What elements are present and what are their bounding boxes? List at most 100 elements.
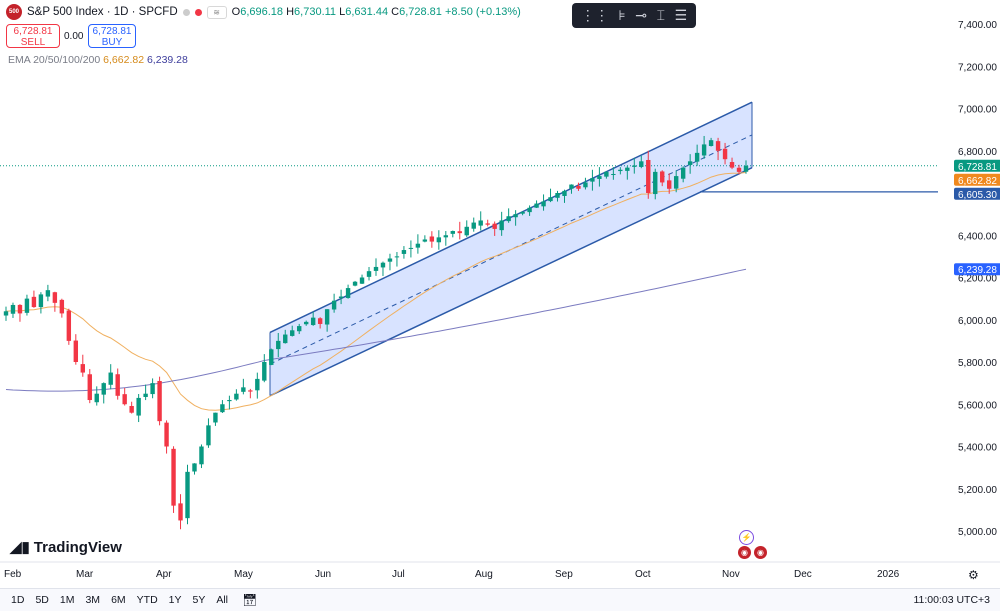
time-tick-label: Jun [315, 569, 331, 580]
candle [513, 210, 518, 226]
ema-lines [5, 172, 747, 411]
candle [715, 137, 721, 161]
timeframe-ytd[interactable]: YTD [136, 594, 158, 606]
candle [269, 348, 274, 366]
line-tool-icon[interactable]: ⊸ [635, 7, 648, 23]
timeframe-all[interactable]: All [216, 594, 229, 606]
ema-fast-line [5, 172, 747, 411]
candle [694, 144, 700, 166]
time-tick-label: Apr [156, 569, 172, 580]
candle [101, 382, 106, 404]
candle [464, 220, 469, 237]
candle [345, 284, 351, 299]
candle [213, 412, 218, 426]
candle [45, 284, 51, 302]
candle [164, 420, 169, 454]
timeframe-5d[interactable]: 5D [35, 594, 49, 606]
price-axis[interactable]: 7,400.007,200.007,000.006,800.006,600.00… [954, 20, 1000, 538]
candle [653, 168, 658, 200]
measure-icon[interactable]: ⌶ [656, 7, 666, 23]
time-tick-label: Feb [4, 569, 22, 580]
candle [297, 323, 302, 335]
candle [352, 280, 358, 287]
timeframe-1m[interactable]: 1M [59, 594, 75, 606]
clock[interactable]: 11:00:03 UTC+3 [913, 594, 990, 606]
candle [185, 464, 190, 525]
candle [415, 234, 421, 254]
symbol-title[interactable]: S&P 500 Index · 1D · SPCFD [27, 6, 178, 18]
candle [227, 395, 232, 410]
candle [701, 135, 707, 159]
candle [520, 211, 525, 216]
candle [31, 290, 37, 308]
candle [708, 137, 714, 147]
timeframe-5y[interactable]: 5Y [192, 594, 206, 606]
candle [632, 158, 637, 174]
price-tick-label: 6,800.00 [958, 147, 997, 158]
event-bolt-icon[interactable]: ⚡ [739, 530, 754, 545]
timeframe-3m[interactable]: 3M [85, 594, 101, 606]
timeframe-6m[interactable]: 6M [111, 594, 126, 606]
candle [220, 400, 225, 414]
regression-channel[interactable] [269, 101, 938, 397]
candle [94, 386, 99, 406]
candle [443, 231, 449, 246]
status-dot-icon [182, 8, 190, 16]
timeframe-1y[interactable]: 1Y [168, 594, 182, 606]
candle [450, 230, 455, 238]
candle [660, 170, 665, 187]
candle [380, 261, 386, 276]
buy-button[interactable]: 6,728.81 BUY [88, 24, 136, 48]
candle [331, 293, 337, 313]
sell-button[interactable]: 6,728.81 SELL [6, 24, 60, 48]
time-tick-label: May [234, 569, 253, 580]
candle [234, 389, 239, 401]
candle [722, 142, 728, 165]
fib-tool-icon[interactable]: ⊧ [618, 7, 626, 23]
time-axis[interactable]: Feb Mar Apr May Jun Jul Aug Sep Oct Nov Dec 2026 [4, 569, 900, 580]
ohlc-values: O6,696.18 H6,730.11 L6,631.44 C6,728.81 … [231, 6, 521, 18]
price-tick-label: 5,000.00 [958, 527, 997, 538]
candle [436, 230, 442, 250]
candle [310, 311, 316, 326]
price-label: 6,239.28 [954, 263, 1000, 276]
price-tick-label: 7,400.00 [958, 20, 997, 31]
price-tick-label: 5,200.00 [958, 485, 997, 496]
event-flag-icon[interactable]: ◉ [738, 546, 751, 559]
price-tick-label: 6,000.00 [958, 316, 997, 327]
price-tick-label: 5,800.00 [958, 358, 997, 369]
candle [687, 154, 693, 174]
candle [24, 294, 30, 316]
candle [673, 170, 679, 193]
bottom-toolbar: 1D 5D 1M 3M 6M YTD 1Y 5Y All 📅︎ 11:00:03… [0, 588, 1000, 611]
settings-lines-icon[interactable]: ☰ [674, 7, 688, 23]
time-tick-label: Oct [635, 569, 651, 580]
gear-icon[interactable]: ⚙ [968, 568, 979, 582]
candle [178, 494, 183, 530]
candle [108, 364, 113, 390]
candle [171, 446, 176, 513]
price-tick-label: 5,600.00 [958, 400, 997, 411]
collapse-legend-icon[interactable]: ≋ [206, 5, 227, 19]
time-tick-label: 2026 [877, 569, 900, 580]
candle [590, 169, 595, 191]
event-flag-icon[interactable]: ◉ [754, 546, 767, 559]
candle [485, 219, 490, 227]
ema-legend[interactable]: EMA 20/50/100/200 6,662.82 6,239.28 [8, 54, 188, 66]
candle [283, 329, 288, 344]
time-tick-label: Nov [722, 569, 740, 580]
candle [569, 184, 574, 194]
candle [206, 418, 211, 448]
drag-handle-icon[interactable]: ⋮⋮ [580, 7, 609, 23]
time-tick-label: Mar [76, 569, 94, 580]
candle [534, 200, 539, 208]
candle [150, 378, 155, 399]
price-tick-label: 5,400.00 [958, 443, 997, 454]
timeframe-1d[interactable]: 1D [11, 594, 25, 606]
candle [3, 306, 9, 321]
candle [667, 173, 672, 194]
calendar-icon[interactable]: 📅︎ [242, 593, 258, 607]
candle [80, 354, 85, 377]
time-tick-label: Jul [392, 569, 405, 580]
